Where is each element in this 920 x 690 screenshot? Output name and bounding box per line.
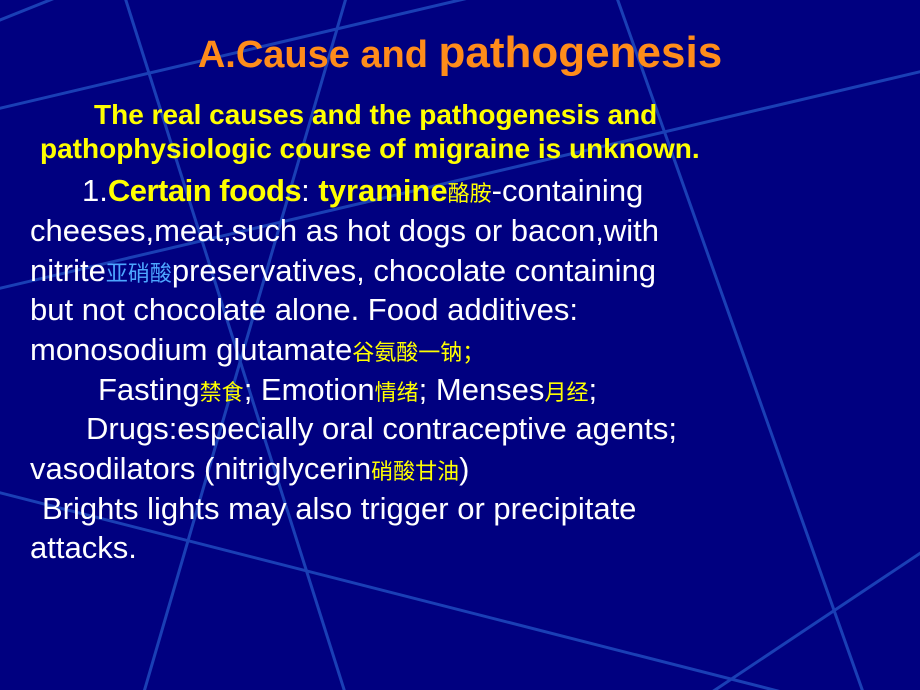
- colon: :: [301, 173, 318, 208]
- nitro-cn: 硝酸甘油: [371, 459, 459, 484]
- intro-text: The real causes and the pathogenesis and…: [30, 98, 890, 165]
- seg3: preservatives, chocolate containing: [172, 253, 656, 288]
- line-foods: 1.Certain foods: tyramine酪胺-containing: [30, 171, 890, 211]
- line-fasting: Fasting禁食; Emotion情绪; Menses月经;: [30, 370, 890, 410]
- body-text: 1.Certain foods: tyramine酪胺-containing c…: [30, 171, 890, 568]
- tyramine-cn: 酪胺: [448, 181, 492, 206]
- num1: 1.: [82, 173, 108, 208]
- nitrite-cn: 亚硝酸: [106, 261, 172, 286]
- nitrite: nitrite: [30, 253, 106, 288]
- slide-title: A.Cause and pathogenesis: [30, 28, 890, 78]
- certain-foods: Certain foods: [108, 173, 301, 208]
- fasting-cn: 禁食: [200, 380, 244, 405]
- slide-content: A.Cause and pathogenesis The real causes…: [0, 0, 920, 588]
- tyramine: tyramine: [318, 173, 447, 208]
- line-cheeses: cheeses,meat,such as hot dogs or bacon,w…: [30, 211, 890, 251]
- vasodilators: vasodilators (nitriglycerin: [30, 451, 371, 486]
- line-nitrite: nitrite亚硝酸preservatives, chocolate conta…: [30, 251, 890, 291]
- semicolon: ;: [588, 372, 597, 407]
- intro-line1: The real causes and the pathogenesis and: [40, 98, 890, 132]
- close-paren: ): [459, 451, 469, 486]
- line-attacks: attacks.: [30, 528, 890, 568]
- menses-cn: 月经: [544, 380, 588, 405]
- line-chocolate: but not chocolate alone. Food additives:: [30, 290, 890, 330]
- emotion-cn: 情绪: [375, 380, 419, 405]
- title-main: pathogenesis: [439, 28, 723, 77]
- line-brights: Brights lights may also trigger or preci…: [30, 489, 890, 529]
- glutamate-cn: 谷氨酸一钠；: [352, 340, 484, 365]
- line-drugs: Drugs:especially oral contraceptive agen…: [30, 409, 890, 449]
- seg5: monosodium glutamate: [30, 332, 352, 367]
- line-glutamate: monosodium glutamate谷氨酸一钠；: [30, 330, 890, 370]
- menses: ; Menses: [419, 372, 545, 407]
- line-vasodilators: vasodilators (nitriglycerin硝酸甘油): [30, 449, 890, 489]
- fasting: Fasting: [98, 372, 200, 407]
- title-prefix: A.Cause and: [198, 34, 439, 76]
- emotion: ; Emotion: [244, 372, 375, 407]
- intro-line2: pathophysiologic course of migraine is u…: [40, 132, 890, 166]
- seg1: -containing: [492, 173, 644, 208]
